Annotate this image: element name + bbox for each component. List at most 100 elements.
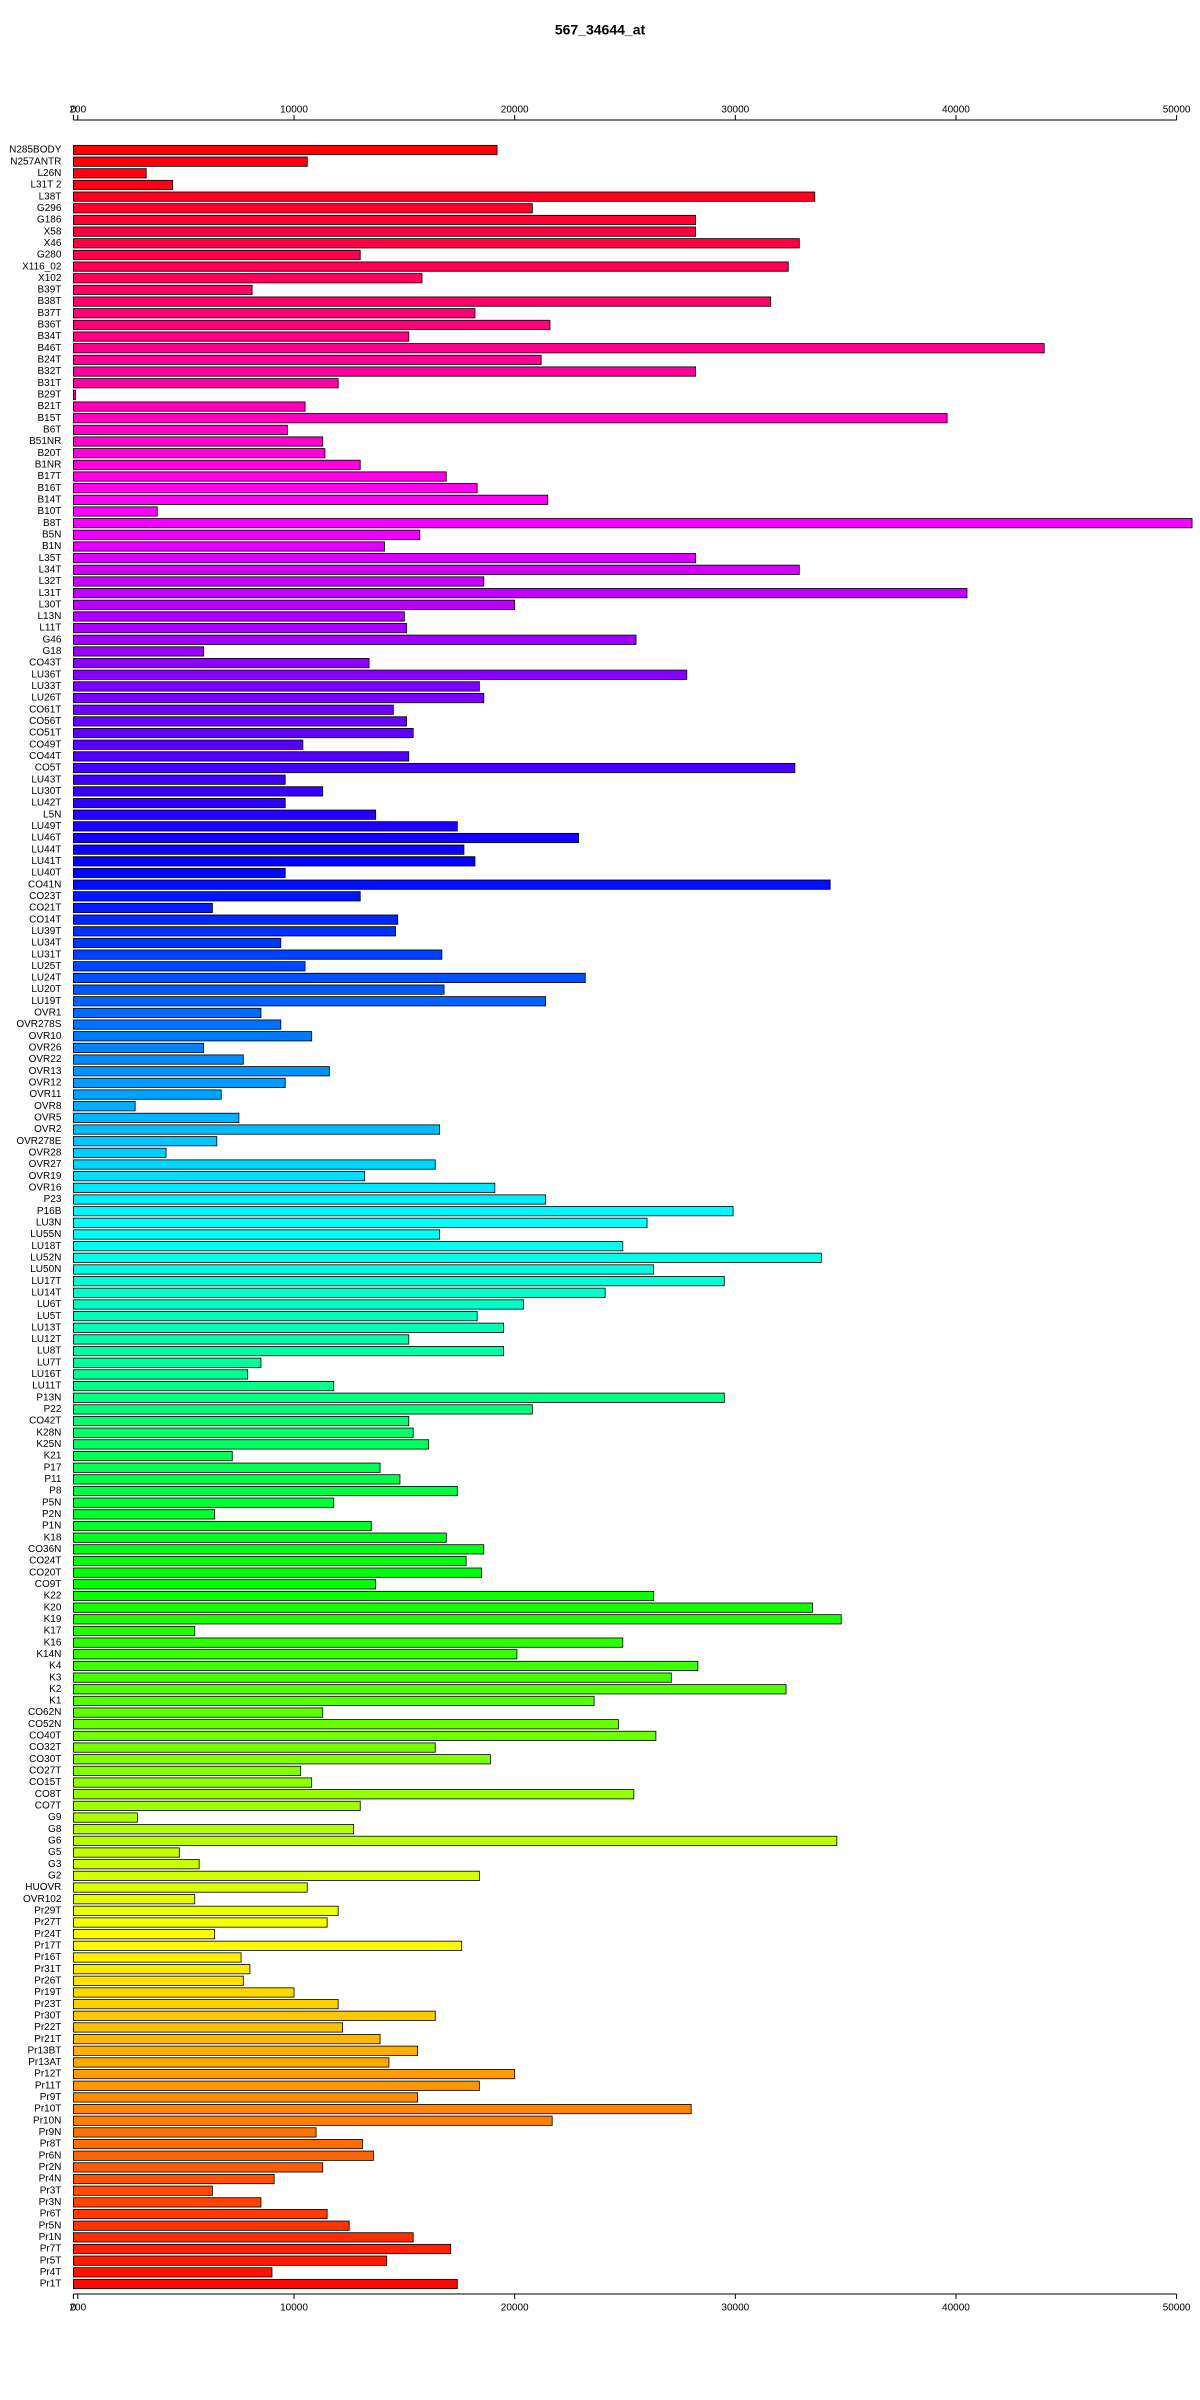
y-tick-label: X116_02	[22, 261, 62, 272]
bar	[73, 634, 637, 645]
y-tick-label: G186	[37, 215, 62, 226]
x-tick-label: 10000	[280, 105, 308, 116]
bar	[73, 308, 476, 319]
x-tick-label: 50000	[1163, 105, 1191, 116]
bar	[73, 1882, 308, 1893]
y-tick-label: LU13T	[31, 1322, 61, 1333]
y-tick-label: L34T	[39, 564, 62, 575]
y-tick-label: OVR102	[23, 1894, 62, 1905]
y-tick-label: LU19T	[31, 996, 61, 1007]
y-tick-label: P1N	[42, 1521, 61, 1532]
bar	[73, 366, 697, 377]
y-tick-label: LU30T	[31, 786, 61, 797]
y-tick-label: OVR22	[29, 1054, 62, 1065]
y-tick-label: LU41T	[31, 856, 61, 867]
bar	[73, 1089, 222, 1100]
y-tick-label: Pr5T	[40, 2255, 62, 2266]
y-tick-label: LU3N	[36, 1217, 62, 1228]
y-tick-label: LU12T	[31, 1334, 61, 1345]
y-tick-label: L38T	[39, 191, 62, 202]
bar	[73, 809, 377, 820]
bar	[73, 2243, 452, 2255]
bar	[73, 553, 697, 564]
bar	[73, 867, 286, 879]
bar	[73, 343, 1045, 354]
y-tick-label: CO56T	[29, 716, 61, 727]
y-tick-label: B17T	[37, 471, 61, 482]
y-tick-label: CO9T	[35, 1579, 62, 1590]
bar	[73, 296, 772, 307]
y-tick-label: HUOVR	[25, 1882, 61, 1893]
y-tick-label: CO41N	[28, 879, 61, 890]
y-tick-label: B39T	[37, 285, 61, 296]
y-tick-label: CO44T	[29, 751, 61, 762]
y-tick-label: Pr3N	[39, 2197, 62, 2208]
y-tick-label: CO23T	[29, 891, 61, 902]
bar	[73, 1042, 204, 1053]
y-tick-label: CO62N	[28, 1707, 61, 1718]
y-tick-label: CO36N	[28, 1544, 61, 1555]
y-tick-label: Pr9T	[40, 2092, 62, 2103]
y-tick-label: P22	[44, 1404, 62, 1415]
bar	[73, 2185, 213, 2196]
y-tick-label: N285BODY	[9, 145, 62, 156]
y-tick-label: Pr9N	[39, 2127, 62, 2138]
bar	[73, 914, 399, 925]
x-tick-label: 40000	[942, 2303, 970, 2314]
bar	[73, 762, 796, 774]
y-tick-label: Pr16T	[34, 1952, 61, 1963]
y-tick-label: Pr23T	[34, 1999, 61, 2010]
y-tick-label: B36T	[37, 320, 61, 331]
y-tick-label: CO61T	[29, 704, 61, 715]
bar	[73, 1719, 619, 1730]
y-tick-label: CO8T	[35, 1789, 62, 1800]
y-tick-label: P8	[49, 1486, 62, 1497]
y-tick-label: G3	[48, 1859, 62, 1870]
bar	[73, 984, 445, 995]
bar	[73, 354, 542, 365]
y-tick-label: B21T	[37, 401, 61, 412]
bar	[73, 1322, 505, 1333]
y-tick-label: CO7T	[35, 1801, 62, 1812]
y-tick-label: K14N	[36, 1649, 61, 1660]
bar	[73, 1765, 302, 1776]
bar	[73, 226, 697, 237]
bar	[73, 739, 304, 750]
y-tick-label: LU14T	[31, 1287, 61, 1298]
y-tick-label: L13N	[37, 611, 61, 622]
bar	[73, 1567, 482, 1578]
y-tick-label: OVR10	[29, 1031, 62, 1042]
y-tick-label: LU11T	[32, 1381, 61, 1392]
y-tick-label: B8T	[43, 518, 61, 529]
bar	[73, 1112, 240, 1123]
bar	[73, 564, 800, 575]
bar	[73, 1171, 366, 1182]
y-tick-label: CO20T	[29, 1567, 61, 1578]
bar	[73, 2022, 343, 2033]
bar	[73, 879, 831, 890]
bar	[73, 681, 480, 692]
y-tick-label: Pr10T	[34, 2104, 61, 2115]
bar	[73, 1812, 138, 1823]
y-tick-label: OVR1	[34, 1008, 62, 1019]
x-tick-label: 20000	[501, 105, 529, 116]
bar	[73, 1264, 655, 1275]
y-tick-label: Pr26T	[34, 1975, 61, 1986]
y-tick-label: B38T	[37, 296, 61, 307]
bar	[73, 2267, 273, 2278]
bar	[73, 1019, 282, 1030]
y-tick-label: LU46T	[31, 833, 61, 844]
bar	[73, 1742, 436, 1753]
y-tick-label: P16B	[37, 1206, 62, 1217]
bar	[73, 1824, 355, 1835]
bar	[73, 2150, 374, 2161]
y-tick-label: LU16T	[31, 1369, 61, 1380]
y-tick-label: CO21T	[29, 903, 61, 914]
y-tick-label: Pr7T	[40, 2244, 62, 2255]
bar	[73, 261, 789, 272]
bar	[73, 576, 485, 587]
bar	[73, 611, 405, 622]
bar	[73, 156, 308, 167]
bar	[73, 284, 253, 295]
